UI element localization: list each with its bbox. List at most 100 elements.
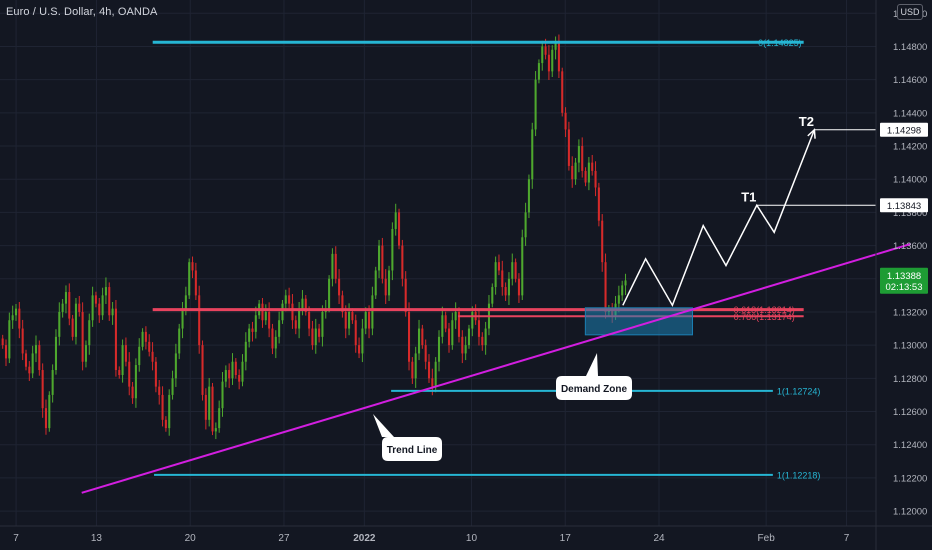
current-price-tag [880,267,928,294]
candle-body [381,245,384,279]
candle-body [318,328,321,337]
candle-body [541,46,544,64]
price-tick-label: 1.13600 [893,241,927,252]
price-axis[interactable]: 1.150001.148001.146001.144001.142001.140… [893,9,927,518]
candle-body [78,303,81,312]
candle-body [171,378,174,395]
callouts: Demand Zone Trend Line [373,353,632,461]
candle-body [191,262,194,271]
candle-body [311,328,314,346]
candle-body [457,311,461,337]
candle-body [364,311,367,329]
time-tick-label: 10 [466,533,478,544]
candle-body [621,285,624,296]
time-tick-label: 27 [278,533,290,544]
price-tick-label: 1.13000 [893,341,927,352]
time-tick-label: 13 [91,533,103,544]
candle-body [547,54,550,72]
candle-body [81,311,84,362]
candle-body [168,394,171,429]
candle-body [241,361,244,382]
drawing-overlays[interactable] [81,242,912,494]
candle-body [1,338,4,346]
candle-body [208,386,211,420]
candle-body [174,353,177,379]
candle-body [104,287,107,296]
candle-body [264,311,267,321]
candle-body [531,129,534,180]
candle-body [407,311,411,362]
candle-body [44,408,48,429]
candle-body [517,278,520,296]
price-tick-label: 1.12400 [893,440,927,451]
candle-body [584,170,587,183]
candle-body [304,298,307,312]
candle-body [158,386,161,395]
candle-body [587,162,590,183]
candle-body [521,237,524,296]
candle-body [38,345,41,371]
candle-body [567,129,570,166]
candle-body [211,386,214,432]
candle-body [421,328,424,346]
candle-body [151,351,154,362]
candle-body [571,165,574,180]
candle-body [564,112,567,130]
candle-body [354,320,357,346]
candle-body [124,345,127,362]
candle-body [507,278,510,296]
candle-body [98,303,101,316]
candle-body [534,79,537,130]
demand-zone-box[interactable] [584,307,693,336]
candle-body [591,162,594,171]
candle-body [451,320,454,346]
candle-body [61,303,64,312]
price-tick-label: 1.14200 [893,142,927,153]
time-tick-label: 17 [560,533,572,544]
candle-body [388,270,391,296]
candle-body [411,361,414,379]
time-axis[interactable]: 7 13 20 27 2022 10 17 24 Feb 7 [13,533,849,544]
candle-body [8,320,11,359]
current-price-value: 1.13388 [887,271,921,282]
candle-body [554,43,557,50]
price-tick-label: 1.14800 [893,42,927,53]
candle-body [341,295,344,312]
demand-zone-callout-label: Demand Zone [561,384,628,395]
candle-body [331,253,334,279]
candle-body [398,212,401,246]
candle-body [111,308,114,316]
candle-body [301,298,304,309]
trend-line[interactable] [81,242,912,494]
candle-body [128,361,131,387]
projection-path[interactable]: T1 T2 [622,114,876,308]
candle-body [431,378,434,387]
candle-body [524,212,527,238]
candle-body [594,170,597,188]
candle-body [581,146,584,171]
price-tag-text-T2: 1.14298 [887,125,921,136]
trend-line-callout-bubble [373,414,442,461]
candle-body [344,311,347,329]
price-tag-text-T1: 1.13843 [887,201,921,212]
candle-body [617,295,620,304]
candle-body [88,320,91,346]
candle-body [334,253,337,279]
candle-body [444,315,447,329]
candle-body [371,295,374,329]
candle-body [604,262,607,312]
candle-body [144,331,147,342]
candle-body [281,303,284,321]
candle-body [484,328,487,346]
price-tick-label: 1.14600 [893,75,927,86]
candle-body [74,303,77,337]
candle-body [551,49,554,72]
time-tick-label: Feb [758,533,776,544]
candle-body [278,320,281,337]
candle-body [424,345,427,362]
currency-badge[interactable]: USD [897,4,923,20]
candle-body [244,341,247,362]
projection-zigzag[interactable] [622,129,816,308]
candle-body [164,419,167,429]
